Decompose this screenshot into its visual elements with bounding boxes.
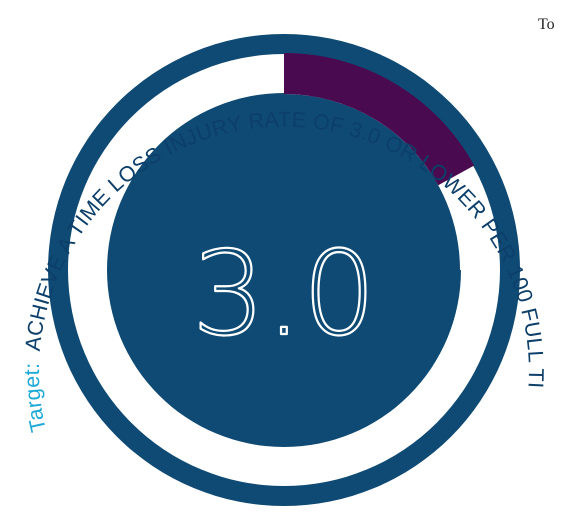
target-label-prefix: Target: bbox=[20, 362, 51, 434]
center-value: 3.0 bbox=[192, 227, 376, 362]
outer-ring-highlight-segment bbox=[284, 53, 475, 186]
donut-hole bbox=[157, 143, 411, 397]
corner-text: To bbox=[538, 16, 555, 33]
